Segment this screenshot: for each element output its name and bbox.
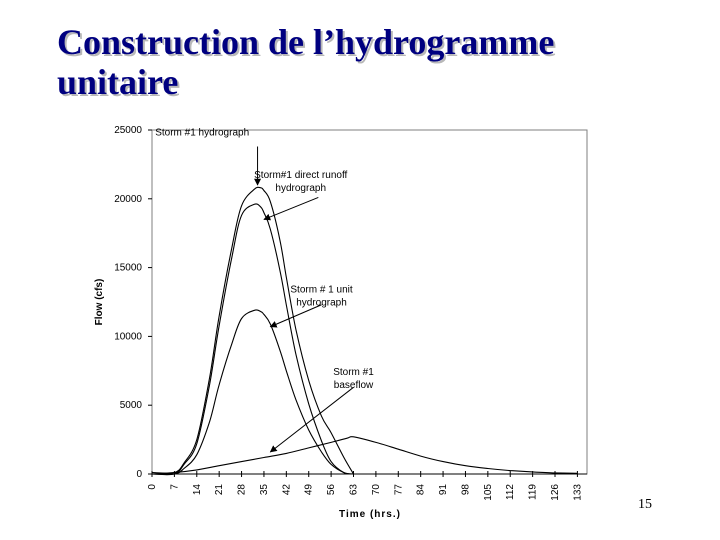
- x-tick-label: 98: [460, 484, 471, 496]
- y-tick-label: 0: [136, 469, 142, 480]
- x-tick-label: 91: [438, 484, 449, 496]
- slide-title: Construction de l’hydrogramme unitaire: [57, 22, 554, 102]
- annotation-arrow: [263, 196, 319, 221]
- x-tick-label: 77: [393, 484, 404, 496]
- x-tick-label: 119: [528, 484, 539, 500]
- x-tick-label: 112: [505, 484, 516, 500]
- x-tick-label: 21: [214, 484, 225, 496]
- x-tick-label: 0: [147, 484, 158, 490]
- page-number: 15: [638, 497, 652, 512]
- series-line-baseflow: [151, 436, 578, 475]
- y-tick-label: 10000: [114, 331, 142, 342]
- annotation-arrow: [269, 304, 322, 328]
- x-tick-label: 105: [483, 484, 494, 501]
- plot-frame: [151, 129, 588, 475]
- series-line-direct-runoff: [151, 203, 354, 476]
- y-tick-label: 20000: [114, 194, 142, 205]
- annotation-label: Storm #1 baseflow: [333, 367, 374, 391]
- y-tick-label: 15000: [114, 263, 142, 274]
- x-tick-label: 49: [304, 484, 315, 496]
- annotation-label: Storm #1 hydrograph: [155, 128, 249, 139]
- y-tick-label: 5000: [120, 400, 143, 411]
- x-tick-label: 84: [416, 484, 427, 496]
- x-tick-label: 28: [237, 484, 248, 496]
- x-axis-label: Time (hrs.): [339, 509, 401, 520]
- x-tick-label: 63: [349, 484, 360, 496]
- y-axis-label: Flow (cfs): [94, 279, 105, 326]
- x-tick-label: 56: [326, 484, 337, 496]
- series-line-unit-hydrograph: [151, 309, 354, 475]
- x-tick-label: 70: [371, 484, 382, 496]
- y-tick-label: 25000: [114, 125, 142, 136]
- x-tick-label: 35: [259, 484, 270, 496]
- annotation-label: Storm#1 direct runoff hydrograph: [254, 170, 347, 194]
- annotation-arrow: [269, 386, 354, 453]
- slide-title-line-1: Construction de l’hydrogramme: [57, 22, 555, 62]
- annotation-label: Storm # 1 unit hydrograph: [290, 284, 352, 308]
- series-line-storm-hydrograph: [151, 186, 354, 475]
- x-tick-label: 42: [281, 484, 292, 496]
- x-tick-label: 133: [572, 484, 583, 501]
- x-tick-label: 126: [550, 484, 561, 501]
- x-tick-label: 7: [169, 484, 180, 490]
- slide-title-line-2: unitaire: [57, 62, 179, 102]
- x-tick-label: 14: [192, 484, 203, 496]
